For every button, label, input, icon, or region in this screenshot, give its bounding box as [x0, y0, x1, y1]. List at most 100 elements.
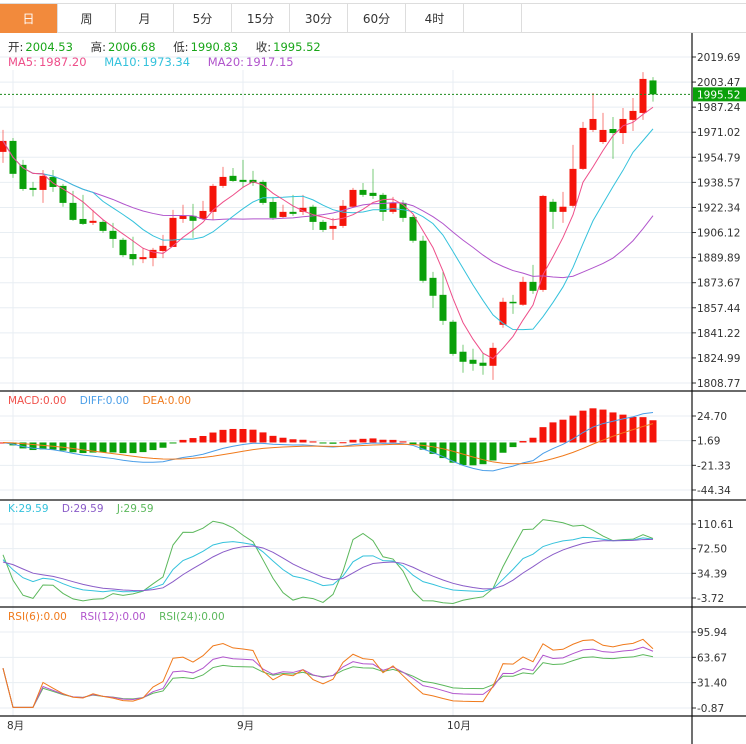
- macd-bar: [619, 414, 627, 443]
- axis-label-macd: 1.69: [697, 436, 720, 448]
- macd-bar: [299, 439, 307, 443]
- macd-bar: [599, 409, 607, 443]
- grid-lines: [0, 56, 692, 716]
- tab-8[interactable]: 4时: [406, 4, 464, 33]
- tab-6[interactable]: 30分: [290, 4, 348, 33]
- macd-header: MACD:0.00 DIFF:0.00 DEA:0.00: [8, 395, 191, 407]
- open-label: 开:: [8, 40, 24, 54]
- d-label: D:: [61, 503, 74, 515]
- candle-body: [199, 210, 207, 219]
- j-line: [2, 519, 654, 604]
- j-value: 29.59: [123, 503, 154, 515]
- tab-7[interactable]: 60分: [348, 4, 406, 33]
- candle-body: [489, 347, 497, 366]
- candle-body: [299, 207, 307, 212]
- axis-label-rsi: 31.40: [697, 678, 727, 690]
- axis-label-price: 2019.69: [697, 52, 740, 64]
- rsi-header: RSI(6):0.00 RSI(12):0.00 RSI(24):0.00: [8, 611, 225, 623]
- candle-body: [409, 216, 417, 241]
- j-label: J:: [116, 503, 124, 515]
- tab-5[interactable]: 15分: [232, 4, 290, 33]
- candle-body: [529, 281, 537, 291]
- candle-body: [229, 175, 237, 181]
- candle-body: [319, 221, 327, 230]
- macd-bar: [539, 427, 547, 443]
- rsi24-label: RSI(24):: [159, 611, 202, 623]
- candle-body: [219, 176, 227, 186]
- current-price-label: 1995.52: [697, 89, 740, 101]
- current-price-badge: [693, 87, 746, 102]
- ohlc-header: 开: 2004.53 高: 2006.68 低: 1990.83 收: 1995.52: [8, 39, 323, 55]
- axis-label-kdj: -3.72: [697, 593, 724, 605]
- macd-value: 0.00: [43, 395, 67, 407]
- axis-label-price: 1906.12: [697, 228, 740, 240]
- macd-bar: [89, 442, 97, 453]
- macd-bar: [429, 442, 437, 454]
- tab-2[interactable]: 周: [58, 4, 116, 33]
- candle-body: [569, 168, 577, 206]
- ma5-line: [2, 106, 654, 360]
- candle-body: [459, 351, 467, 362]
- axis-label-price: 1873.67: [697, 278, 740, 290]
- candle-body: [129, 254, 137, 260]
- candle-body: [19, 164, 27, 189]
- macd-bar: [449, 442, 457, 463]
- macd-bar: [39, 442, 47, 450]
- macd-bar: [19, 442, 27, 449]
- axis-label-kdj: 72.50: [697, 544, 727, 556]
- macd-bar: [69, 442, 77, 453]
- candle-body: [329, 225, 337, 229]
- ma10-value: 1973.34: [142, 55, 191, 69]
- macd-bar: [409, 442, 417, 445]
- axis-label-kdj: 34.39: [697, 568, 727, 580]
- candle-body: [69, 202, 77, 220]
- rsi12-value: 0.00: [122, 611, 146, 623]
- ma10-label: MA10:: [104, 55, 141, 69]
- candle-body: [339, 205, 347, 226]
- macd-bar: [189, 438, 197, 443]
- macd-bar: [559, 419, 567, 443]
- rsi12-line: [2, 646, 654, 708]
- candle-body: [139, 257, 147, 260]
- axis-label-price: 1954.79: [697, 152, 740, 164]
- candle-body: [589, 118, 597, 130]
- macd-label: MACD:: [8, 395, 44, 407]
- tab-4[interactable]: 5分: [174, 4, 232, 33]
- macd-bar: [389, 439, 397, 443]
- macd-bar: [319, 442, 327, 444]
- tab-1[interactable]: 日: [0, 4, 58, 33]
- tab-3[interactable]: 月: [116, 4, 174, 33]
- macd-bar: [499, 442, 507, 453]
- close-label: 收:: [255, 40, 272, 54]
- axis-label-rsi: 95.94: [697, 627, 727, 639]
- macd-bar: [329, 442, 337, 444]
- candle-body: [89, 220, 97, 223]
- d-value: 29.59: [73, 503, 104, 515]
- candle-body: [189, 215, 197, 221]
- axis-label-price: 1987.24: [697, 102, 741, 114]
- macd-bar: [109, 442, 117, 453]
- ma20-value: 1917.15: [246, 55, 294, 69]
- diff-label: DIFF:: [79, 395, 106, 407]
- rsi6-value: 0.00: [43, 611, 67, 623]
- candle-body: [59, 185, 67, 203]
- macd-bar: [249, 429, 257, 443]
- macd-bar: [199, 435, 207, 443]
- candle-body: [159, 245, 167, 251]
- macd-bar: [589, 408, 597, 443]
- candle-body: [539, 195, 547, 290]
- candles-layer: [0, 72, 657, 380]
- ma5-value: 1987.20: [38, 55, 87, 69]
- axis-label-price: 1922.34: [697, 202, 741, 214]
- d-line: [2, 538, 654, 592]
- macd-bar: [569, 415, 577, 443]
- macd-bar: [139, 442, 147, 453]
- low-label: 低:: [173, 40, 189, 54]
- candle-body: [499, 301, 507, 325]
- candle-body: [29, 187, 37, 190]
- macd-bar: [419, 442, 427, 450]
- ma5-label: MA5:: [8, 55, 37, 69]
- macd-bar: [519, 441, 527, 443]
- candle-body: [369, 192, 377, 196]
